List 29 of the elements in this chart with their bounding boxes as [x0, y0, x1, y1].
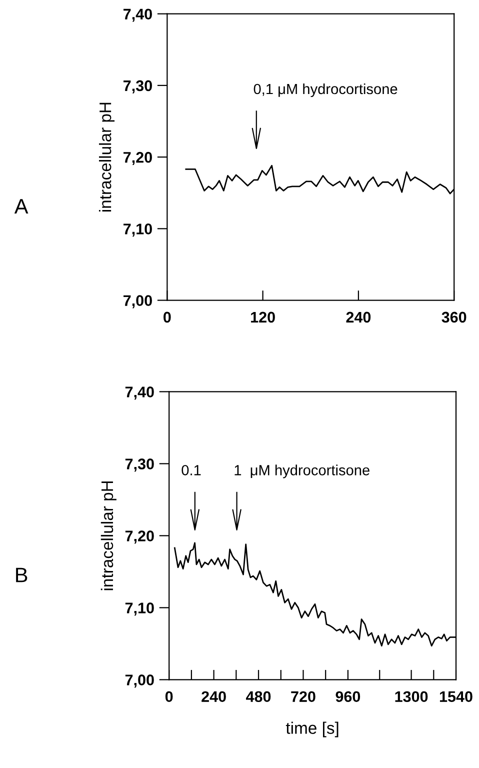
x-axis-title: time [s]	[286, 722, 338, 738]
x-tick-label: 360	[442, 312, 466, 323]
y-axis-title: intracellular pH	[98, 102, 115, 212]
y-tick-label: 7,40	[125, 386, 154, 400]
y-tick-label: 7,00	[125, 674, 154, 688]
text: A	[14, 199, 28, 214]
y-tick-label: 7,00	[124, 295, 152, 308]
x-tick-label: 720	[291, 691, 316, 702]
x-tick-label: 1540	[440, 691, 472, 702]
x-tick-label: 1300	[395, 691, 428, 702]
x-tick-label: 240	[202, 691, 226, 702]
y-tick-label: 7,10	[124, 224, 152, 237]
x-tick-label: 240	[346, 312, 371, 323]
y-tick-label: 7,30	[124, 80, 152, 94]
y-tick-label: 7,20	[124, 152, 152, 165]
y-axis-title: intracellular pH	[100, 481, 116, 590]
text: B	[16, 568, 28, 582]
y-tick-label: 7,30	[125, 458, 154, 472]
y-tick-label: 7,10	[125, 602, 154, 616]
x-tick-label: 120	[251, 312, 275, 323]
annotation: 1 μM hydrocortisone	[234, 464, 370, 478]
x-tick-label: 480	[246, 691, 271, 702]
y-tick-label: 7,20	[125, 530, 154, 544]
x-tick-label: 960	[336, 691, 360, 702]
annotation: 0,1 μM hydrocortisone	[254, 83, 398, 98]
x-tick-label: 0	[165, 691, 173, 702]
x-tick-label: 0	[164, 312, 171, 323]
y-tick-label: 7,40	[124, 8, 152, 22]
annotation: 0.1	[182, 465, 201, 476]
